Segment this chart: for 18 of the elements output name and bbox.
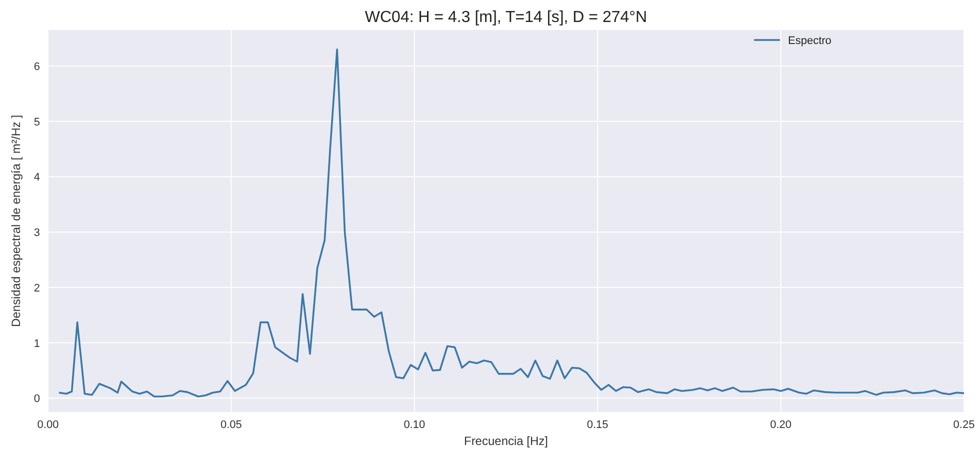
- y-tick-label: 3: [34, 227, 40, 240]
- y-axis-title: Densidad espectral de energía [ m²/Hz ]: [9, 114, 23, 328]
- x-tick-label: 0.20: [770, 419, 792, 431]
- x-tick-label: 0.00: [37, 419, 59, 431]
- x-axis-title: Frecuencia [Hz]: [464, 434, 548, 448]
- y-tick-label: 6: [34, 60, 40, 73]
- x-tick-label: 0.05: [220, 419, 242, 431]
- x-tick-label: 0.15: [586, 419, 608, 431]
- y-tick-label: 4: [34, 172, 40, 184]
- x-tick-label: 0.10: [404, 419, 426, 431]
- legend-label: Espectro: [788, 35, 832, 47]
- y-tick-label: 0: [34, 393, 40, 406]
- y-tick-label: 1: [34, 338, 40, 350]
- y-tick-label: 2: [34, 282, 40, 294]
- line-series: [58, 48, 964, 398]
- x-tick-label: 0.25: [953, 419, 975, 431]
- y-tick-label: 5: [34, 116, 40, 128]
- chart-title: WC04: H = 4.3 [m], T=14 [s], D = 274°N: [364, 9, 648, 26]
